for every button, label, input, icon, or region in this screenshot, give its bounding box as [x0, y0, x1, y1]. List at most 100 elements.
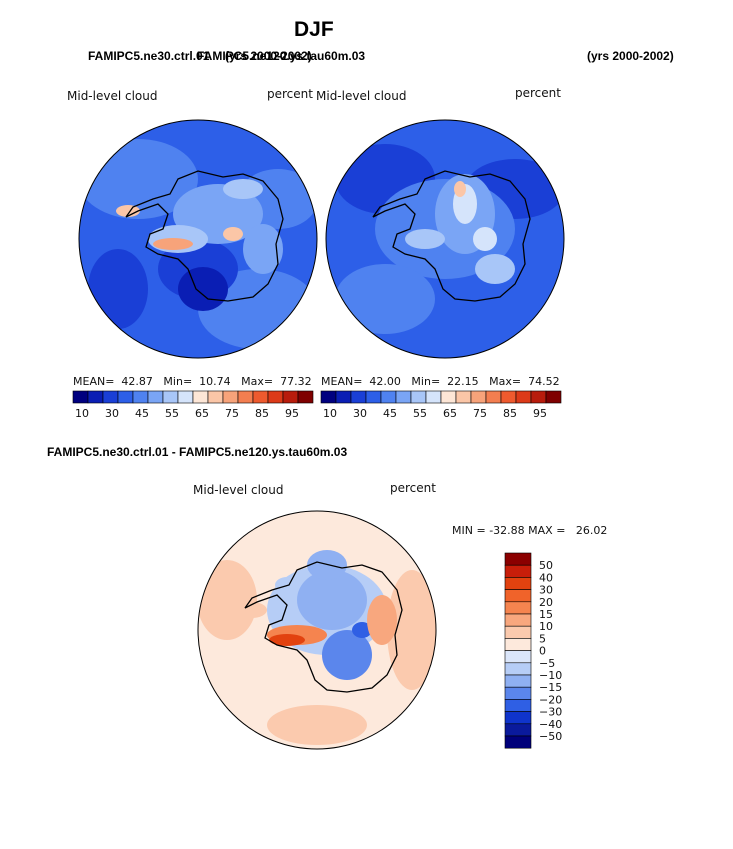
- right-colorbar: 10 30 45 55 65 75 85 95: [320, 390, 562, 420]
- left-max-label: Max=: [241, 375, 274, 388]
- left-colorbar-tick-label: 65: [195, 407, 209, 420]
- left-units-label: percent: [267, 87, 313, 101]
- right-years-title: (yrs 2000-2002): [587, 49, 674, 63]
- right-colorbar-swatch: [350, 390, 367, 404]
- left-colorbar-swatch: [192, 390, 209, 404]
- right-colorbar-tick-label: 10: [323, 407, 337, 420]
- right-case-title: FAMIPC5.ne120.ys.tau60m.03: [197, 49, 366, 63]
- right-colorbar-tick-label: 65: [443, 407, 457, 420]
- diff-colorbar-tick-label: −15: [539, 681, 562, 694]
- diff-colorbar-tick-label: −50: [539, 730, 562, 743]
- left-colorbar-swatch: [132, 390, 149, 404]
- right-mean-value: 42.00: [369, 375, 401, 388]
- diff-units-label: percent: [390, 481, 436, 495]
- right-colorbar-swatch: [395, 390, 412, 404]
- right-colorbar-swatch: [365, 390, 382, 404]
- left-min-label: Min=: [163, 375, 193, 388]
- left-colorbar-swatch: [237, 390, 254, 404]
- right-colorbar-tick-label: 85: [503, 407, 517, 420]
- diff-colorbar-tick-label: 30: [539, 584, 553, 597]
- diff-colorbar-swatch: [504, 686, 532, 700]
- left-colorbar-swatch: [297, 390, 314, 404]
- left-mean-value: 42.87: [121, 375, 153, 388]
- right-colorbar-swatch: [335, 390, 352, 404]
- right-colorbar-swatch: [320, 390, 337, 404]
- right-colorbar-tick-label: 75: [473, 407, 487, 420]
- diff-colorbar-swatch: [504, 699, 532, 712]
- left-stats: MEAN= 42.87 Min= 10.74 Max= 77.32: [73, 375, 312, 388]
- left-colorbar-swatch: [267, 390, 284, 404]
- left-colorbar-swatch: [177, 390, 194, 404]
- left-variable-label: Mid-level cloud: [67, 89, 158, 103]
- right-colorbar-swatch: [545, 390, 562, 404]
- diff-colorbar-tick-label: 5: [539, 632, 546, 645]
- diff-colorbar-swatch: [504, 711, 532, 725]
- left-colorbar-swatch: [207, 390, 224, 404]
- left-polar-map: [78, 119, 318, 359]
- left-colorbar-swatch: [87, 390, 104, 404]
- diff-colorbar-tick-label: −5: [539, 657, 555, 670]
- right-colorbar-swatch: [425, 390, 442, 404]
- diff-colorbar-tick-label: −20: [539, 693, 562, 706]
- right-colorbar-swatch: [440, 390, 457, 404]
- right-colorbar-swatch: [500, 390, 517, 404]
- diff-min-label: MIN =: [452, 524, 486, 537]
- diff-minmax: MIN = -32.88 MAX = 26.02: [452, 524, 607, 537]
- left-colorbar-tick-label: 75: [225, 407, 239, 420]
- diff-max-value: 26.02: [575, 524, 608, 537]
- right-colorbar-swatch: [485, 390, 502, 404]
- left-colorbar-swatch: [282, 390, 299, 404]
- right-colorbar-swatch: [530, 390, 547, 404]
- left-mean-label: MEAN=: [73, 375, 115, 388]
- left-colorbar-swatch: [72, 390, 89, 404]
- diff-colorbar-swatch: [504, 723, 532, 737]
- diff-variable-label: Mid-level cloud: [193, 483, 284, 497]
- diff-colorbar-tick-label: 40: [539, 571, 553, 584]
- right-colorbar-swatch: [470, 390, 487, 404]
- diff-colorbar-swatch: [504, 662, 532, 676]
- diff-colorbar-swatch: [504, 589, 532, 603]
- diff-colorbar-swatch: [504, 625, 532, 639]
- diff-min-value: -32.88: [489, 524, 525, 537]
- left-years-title: (yrs 2000-2002): [225, 49, 312, 63]
- left-colorbar-tick-label: 85: [255, 407, 269, 420]
- left-colorbar-tick-label: 10: [75, 407, 89, 420]
- diff-colorbar-swatch: [504, 577, 532, 590]
- diff-polar-map: [197, 510, 437, 750]
- right-stats: MEAN= 42.00 Min= 22.15 Max= 74.52: [321, 375, 560, 388]
- diff-colorbar-tick-label: −40: [539, 718, 562, 731]
- diff-colorbar-tick-label: 20: [539, 596, 553, 609]
- left-min-value: 10.74: [199, 375, 231, 388]
- left-colorbar-tick-label: 95: [285, 407, 299, 420]
- diff-colorbar-swatch: [504, 650, 532, 664]
- diff-colorbar-tick-label: 10: [539, 620, 553, 633]
- right-mean-label: MEAN=: [321, 375, 363, 388]
- diff-colorbar-tick-label: −10: [539, 669, 562, 682]
- right-max-value: 74.52: [528, 375, 560, 388]
- diff-colorbar-swatch: [504, 564, 532, 578]
- right-colorbar-swatch: [380, 390, 397, 404]
- right-min-label: Min=: [411, 375, 441, 388]
- right-colorbar-swatch: [515, 390, 532, 404]
- right-polar-map: [325, 119, 565, 359]
- right-max-label: Max=: [489, 375, 522, 388]
- left-max-value: 77.32: [280, 375, 312, 388]
- right-colorbar-tick-label: 55: [413, 407, 427, 420]
- diff-colorbar-tick-label: 15: [539, 608, 553, 621]
- diff-colorbar-tick-label: 0: [539, 645, 546, 658]
- season-title: DJF: [294, 18, 334, 41]
- diff-colorbar-tick-label: −30: [539, 706, 562, 719]
- left-colorbar-swatch: [252, 390, 269, 404]
- right-colorbar-swatch: [410, 390, 427, 404]
- diff-colorbar-swatch: [504, 552, 532, 566]
- left-colorbar-swatch: [102, 390, 119, 404]
- left-colorbar-swatch: [222, 390, 239, 404]
- diff-colorbar-swatch: [504, 638, 532, 651]
- left-colorbar-swatch: [162, 390, 179, 404]
- diff-colorbar-tick-label: 50: [539, 559, 553, 572]
- diff-colorbar-swatch: [504, 613, 532, 627]
- right-colorbar-swatch: [455, 390, 472, 404]
- diff-colorbar-swatch: [504, 601, 532, 615]
- left-colorbar: 10 30 45 55 65 75 85 95: [72, 390, 314, 420]
